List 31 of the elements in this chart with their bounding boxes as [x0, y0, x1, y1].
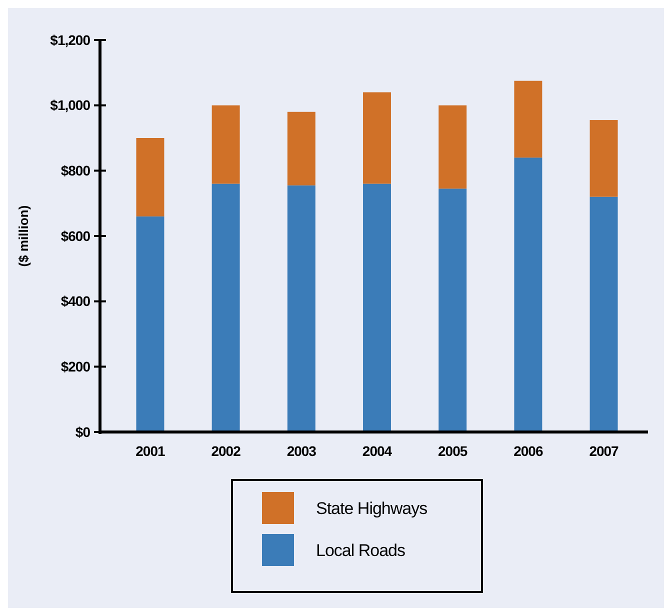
- y-tick-label: $800: [60, 162, 91, 179]
- x-tick-label: 2006: [514, 443, 544, 459]
- x-tick-label: 2001: [136, 443, 166, 459]
- y-tick-label: $200: [60, 358, 91, 375]
- bar: [590, 120, 618, 197]
- x-tick-label: 2002: [211, 443, 242, 459]
- y-tick-label: $0: [75, 424, 91, 440]
- y-tick-label: $1,200: [50, 32, 91, 48]
- legend-label: Local Roads: [316, 540, 406, 560]
- bar: [590, 196, 618, 432]
- y-tick-label: $600: [60, 228, 91, 244]
- bar: [287, 112, 316, 186]
- y-tick-label: $1,000: [50, 97, 91, 114]
- x-tick-label: 2003: [286, 443, 317, 459]
- bar: [363, 184, 391, 432]
- bar: [212, 184, 240, 432]
- bar: [136, 138, 164, 216]
- bar: [212, 105, 240, 184]
- y-tick-label: $400: [60, 293, 91, 310]
- bar: [363, 92, 391, 184]
- legend-label: State Highways: [316, 498, 428, 518]
- x-tick-label: 2004: [362, 443, 392, 459]
- bar: [438, 105, 467, 189]
- bar: [136, 216, 164, 432]
- bar: [438, 188, 467, 432]
- bar: [287, 185, 316, 432]
- bar: [514, 158, 542, 432]
- bar: [514, 80, 542, 158]
- y-axis-title: ($ million): [16, 205, 31, 267]
- x-tick-label: 2005: [438, 443, 468, 459]
- x-tick-label: 2007: [589, 443, 620, 459]
